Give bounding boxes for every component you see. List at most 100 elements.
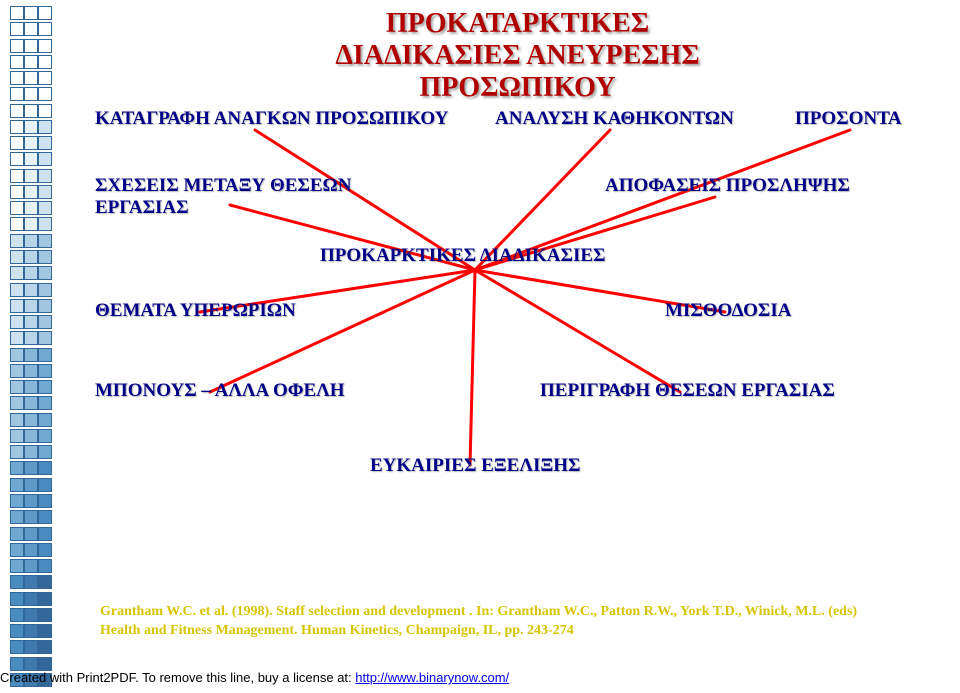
node-n9: ΠΕΡΙΓΡΑΦΗ ΘΕΣΕΩΝ ΕΡΓΑΣΙΑΣ <box>540 380 835 402</box>
footer-prefix: Created with Print2PDF. To remove this l… <box>0 670 355 685</box>
sidebar-square <box>24 624 38 638</box>
sidebar-square <box>38 6 52 20</box>
sidebar-square <box>24 22 38 36</box>
sidebar-square <box>38 234 52 248</box>
sidebar-row <box>10 201 75 215</box>
sidebar-square <box>38 527 52 541</box>
sidebar-row <box>10 87 75 101</box>
node-n8: ΜΠΟΝΟΥΣ – ΑΛΛΑ ΟΦΕΛΗ <box>95 380 345 402</box>
sidebar-square <box>24 543 38 557</box>
sidebar-square <box>38 299 52 313</box>
sidebar-square <box>38 87 52 101</box>
connector-n10 <box>470 270 475 465</box>
sidebar-row <box>10 39 75 53</box>
sidebar-row <box>10 104 75 118</box>
sidebar-row <box>10 396 75 410</box>
sidebar-square <box>10 6 24 20</box>
sidebar-square <box>24 299 38 313</box>
sidebar-square <box>10 169 24 183</box>
sidebar-row <box>10 283 75 297</box>
sidebar-row <box>10 22 75 36</box>
sidebar-square <box>24 120 38 134</box>
sidebar-square <box>24 657 38 671</box>
sidebar-square <box>24 217 38 231</box>
sidebar-row <box>10 624 75 638</box>
sidebar-row <box>10 169 75 183</box>
sidebar-row <box>10 559 75 573</box>
sidebar-square <box>38 364 52 378</box>
sidebar-square <box>10 559 24 573</box>
sidebar-row <box>10 461 75 475</box>
sidebar-square <box>10 575 24 589</box>
sidebar-square <box>24 559 38 573</box>
sidebar-square <box>10 283 24 297</box>
sidebar-square <box>38 380 52 394</box>
sidebar-row <box>10 234 75 248</box>
sidebar-square <box>24 71 38 85</box>
sidebar-row <box>10 348 75 362</box>
sidebar-row <box>10 136 75 150</box>
sidebar-square <box>24 250 38 264</box>
sidebar-square <box>38 429 52 443</box>
footer-link[interactable]: http://www.binarynow.com/ <box>355 670 509 685</box>
sidebar-row <box>10 299 75 313</box>
sidebar-square <box>10 380 24 394</box>
sidebar-square <box>24 445 38 459</box>
sidebar-square <box>24 640 38 654</box>
connector-n8 <box>210 270 475 392</box>
print2pdf-footer: Created with Print2PDF. To remove this l… <box>0 670 509 685</box>
sidebar-square <box>38 250 52 264</box>
sidebar-square <box>10 136 24 150</box>
sidebar-square <box>24 87 38 101</box>
sidebar-square <box>24 6 38 20</box>
sidebar-square <box>10 413 24 427</box>
node-n1: ΚΑΤΑΓΡΑΦΗ ΑΝΑΓΚΩΝ ΠΡΟΣΩΠΙΚΟΥ <box>95 108 448 130</box>
node-n7: ΜΙΣΘΟΔΟΣΙΑ <box>665 300 791 322</box>
sidebar-square <box>10 55 24 69</box>
sidebar-square <box>24 575 38 589</box>
sidebar-square <box>24 234 38 248</box>
sidebar-square <box>10 185 24 199</box>
sidebar-square <box>10 608 24 622</box>
sidebar-square <box>10 429 24 443</box>
sidebar-square <box>10 348 24 362</box>
sidebar-square <box>38 413 52 427</box>
sidebar-square <box>38 315 52 329</box>
sidebar-row <box>10 608 75 622</box>
sidebar-row <box>10 55 75 69</box>
sidebar-square <box>24 396 38 410</box>
sidebar-square <box>10 266 24 280</box>
sidebar-square <box>10 396 24 410</box>
sidebar-square <box>24 608 38 622</box>
sidebar-square <box>24 283 38 297</box>
sidebar-square <box>38 494 52 508</box>
sidebar-square <box>10 331 24 345</box>
sidebar-square <box>38 331 52 345</box>
sidebar-square <box>24 429 38 443</box>
sidebar-square <box>38 152 52 166</box>
node-n6: ΘΕΜΑΤΑ ΥΠΕΡΩΡΙΩΝ <box>95 300 296 322</box>
sidebar-row <box>10 640 75 654</box>
sidebar-square <box>24 136 38 150</box>
sidebar-square <box>10 657 24 671</box>
sidebar-square <box>10 217 24 231</box>
sidebar-square <box>38 104 52 118</box>
sidebar-row <box>10 429 75 443</box>
sidebar-square <box>10 71 24 85</box>
sidebar-square <box>10 120 24 134</box>
sidebar-square <box>24 315 38 329</box>
sidebar-square <box>10 364 24 378</box>
sidebar-square <box>38 201 52 215</box>
sidebar-square <box>38 169 52 183</box>
sidebar-square <box>38 559 52 573</box>
sidebar-row <box>10 364 75 378</box>
sidebar-square <box>24 266 38 280</box>
sidebar-square <box>38 396 52 410</box>
sidebar-square <box>10 104 24 118</box>
sidebar-square <box>38 55 52 69</box>
sidebar-square <box>10 592 24 606</box>
sidebar-square <box>10 640 24 654</box>
sidebar-row <box>10 527 75 541</box>
sidebar-square <box>38 575 52 589</box>
sidebar-square <box>38 608 52 622</box>
